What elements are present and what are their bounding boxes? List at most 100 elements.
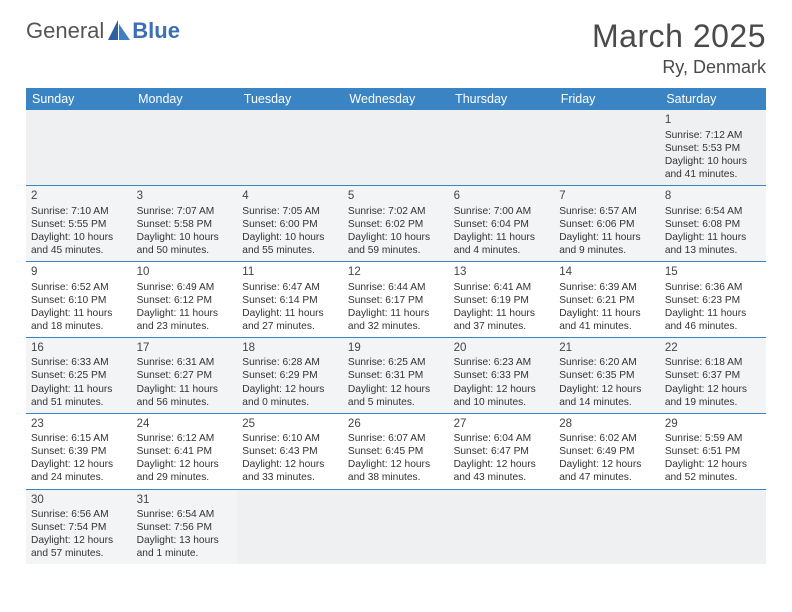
day-number: 25	[242, 417, 338, 432]
day-number: 29	[665, 417, 761, 432]
daylight-text: Daylight: 11 hours and 46 minutes.	[665, 307, 761, 333]
day-header: Wednesday	[343, 88, 449, 110]
calendar-day: 3Sunrise: 7:07 AMSunset: 5:58 PMDaylight…	[132, 185, 238, 261]
calendar-day: 20Sunrise: 6:23 AMSunset: 6:33 PMDayligh…	[449, 337, 555, 413]
location-label: Ry, Denmark	[592, 57, 766, 78]
calendar-week: 2Sunrise: 7:10 AMSunset: 5:55 PMDaylight…	[26, 185, 766, 261]
sunrise-text: Sunrise: 6:02 AM	[559, 432, 655, 445]
sunset-text: Sunset: 6:43 PM	[242, 445, 338, 458]
daylight-text: Daylight: 11 hours and 18 minutes.	[31, 307, 127, 333]
sunrise-text: Sunrise: 6:28 AM	[242, 356, 338, 369]
sunrise-text: Sunrise: 6:31 AM	[137, 356, 233, 369]
sunrise-text: Sunrise: 5:59 AM	[665, 432, 761, 445]
sunrise-text: Sunrise: 6:10 AM	[242, 432, 338, 445]
calendar-empty	[237, 489, 343, 564]
day-number: 4	[242, 189, 338, 204]
day-number: 3	[137, 189, 233, 204]
calendar-empty	[660, 489, 766, 564]
calendar-day: 17Sunrise: 6:31 AMSunset: 6:27 PMDayligh…	[132, 337, 238, 413]
sunset-text: Sunset: 6:10 PM	[31, 294, 127, 307]
calendar-empty	[26, 110, 132, 185]
day-number: 10	[137, 265, 233, 280]
sunset-text: Sunset: 6:41 PM	[137, 445, 233, 458]
sunrise-text: Sunrise: 6:39 AM	[559, 281, 655, 294]
calendar-day: 15Sunrise: 6:36 AMSunset: 6:23 PMDayligh…	[660, 261, 766, 337]
title-block: March 2025 Ry, Denmark	[592, 18, 766, 78]
daylight-text: Daylight: 12 hours and 0 minutes.	[242, 383, 338, 409]
sunset-text: Sunset: 6:23 PM	[665, 294, 761, 307]
day-number: 18	[242, 341, 338, 356]
sunset-text: Sunset: 6:39 PM	[31, 445, 127, 458]
calendar-day: 14Sunrise: 6:39 AMSunset: 6:21 PMDayligh…	[554, 261, 660, 337]
daylight-text: Daylight: 12 hours and 14 minutes.	[559, 383, 655, 409]
calendar-day: 26Sunrise: 6:07 AMSunset: 6:45 PMDayligh…	[343, 413, 449, 489]
day-number: 14	[559, 265, 655, 280]
day-number: 19	[348, 341, 444, 356]
calendar-day: 27Sunrise: 6:04 AMSunset: 6:47 PMDayligh…	[449, 413, 555, 489]
sunset-text: Sunset: 6:37 PM	[665, 369, 761, 382]
calendar-body: 1Sunrise: 7:12 AMSunset: 5:53 PMDaylight…	[26, 110, 766, 564]
sunrise-text: Sunrise: 6:04 AM	[454, 432, 550, 445]
calendar-day: 21Sunrise: 6:20 AMSunset: 6:35 PMDayligh…	[554, 337, 660, 413]
calendar-header: SundayMondayTuesdayWednesdayThursdayFrid…	[26, 88, 766, 110]
day-header: Saturday	[660, 88, 766, 110]
daylight-text: Daylight: 11 hours and 37 minutes.	[454, 307, 550, 333]
day-number: 15	[665, 265, 761, 280]
sunset-text: Sunset: 6:14 PM	[242, 294, 338, 307]
sunset-text: Sunset: 6:00 PM	[242, 218, 338, 231]
sunrise-text: Sunrise: 6:52 AM	[31, 281, 127, 294]
day-header: Tuesday	[237, 88, 343, 110]
day-number: 24	[137, 417, 233, 432]
sunrise-text: Sunrise: 7:10 AM	[31, 205, 127, 218]
calendar-day: 13Sunrise: 6:41 AMSunset: 6:19 PMDayligh…	[449, 261, 555, 337]
day-number: 26	[348, 417, 444, 432]
sunset-text: Sunset: 6:12 PM	[137, 294, 233, 307]
daylight-text: Daylight: 11 hours and 41 minutes.	[559, 307, 655, 333]
sunset-text: Sunset: 6:21 PM	[559, 294, 655, 307]
calendar-empty	[449, 489, 555, 564]
sunset-text: Sunset: 6:17 PM	[348, 294, 444, 307]
day-number: 13	[454, 265, 550, 280]
sunset-text: Sunset: 6:08 PM	[665, 218, 761, 231]
brand-general: General	[26, 18, 104, 44]
calendar-day: 29Sunrise: 5:59 AMSunset: 6:51 PMDayligh…	[660, 413, 766, 489]
day-header: Monday	[132, 88, 238, 110]
calendar-day: 2Sunrise: 7:10 AMSunset: 5:55 PMDaylight…	[26, 185, 132, 261]
calendar-week: 23Sunrise: 6:15 AMSunset: 6:39 PMDayligh…	[26, 413, 766, 489]
day-number: 6	[454, 189, 550, 204]
calendar-day: 5Sunrise: 7:02 AMSunset: 6:02 PMDaylight…	[343, 185, 449, 261]
sunset-text: Sunset: 5:58 PM	[137, 218, 233, 231]
sunrise-text: Sunrise: 6:44 AM	[348, 281, 444, 294]
calendar-day: 22Sunrise: 6:18 AMSunset: 6:37 PMDayligh…	[660, 337, 766, 413]
sunrise-text: Sunrise: 6:23 AM	[454, 356, 550, 369]
sunset-text: Sunset: 5:53 PM	[665, 142, 761, 155]
day-number: 2	[31, 189, 127, 204]
brand-blue: Blue	[132, 18, 180, 44]
sunrise-text: Sunrise: 6:56 AM	[31, 508, 127, 521]
calendar-day: 24Sunrise: 6:12 AMSunset: 6:41 PMDayligh…	[132, 413, 238, 489]
daylight-text: Daylight: 10 hours and 50 minutes.	[137, 231, 233, 257]
brand-logo: General Blue	[26, 18, 180, 44]
day-number: 5	[348, 189, 444, 204]
sunset-text: Sunset: 6:06 PM	[559, 218, 655, 231]
daylight-text: Daylight: 11 hours and 9 minutes.	[559, 231, 655, 257]
header-row: General Blue March 2025 Ry, Denmark	[26, 18, 766, 78]
calendar-day: 10Sunrise: 6:49 AMSunset: 6:12 PMDayligh…	[132, 261, 238, 337]
calendar-day: 11Sunrise: 6:47 AMSunset: 6:14 PMDayligh…	[237, 261, 343, 337]
day-number: 31	[137, 493, 233, 508]
calendar-week: 16Sunrise: 6:33 AMSunset: 6:25 PMDayligh…	[26, 337, 766, 413]
sunrise-text: Sunrise: 7:02 AM	[348, 205, 444, 218]
sunset-text: Sunset: 6:04 PM	[454, 218, 550, 231]
sunrise-text: Sunrise: 6:41 AM	[454, 281, 550, 294]
daylight-text: Daylight: 11 hours and 56 minutes.	[137, 383, 233, 409]
sunset-text: Sunset: 6:31 PM	[348, 369, 444, 382]
calendar-day: 9Sunrise: 6:52 AMSunset: 6:10 PMDaylight…	[26, 261, 132, 337]
daylight-text: Daylight: 13 hours and 1 minute.	[137, 534, 233, 560]
daylight-text: Daylight: 10 hours and 45 minutes.	[31, 231, 127, 257]
daylight-text: Daylight: 12 hours and 19 minutes.	[665, 383, 761, 409]
daylight-text: Daylight: 11 hours and 23 minutes.	[137, 307, 233, 333]
daylight-text: Daylight: 12 hours and 47 minutes.	[559, 458, 655, 484]
calendar-day: 28Sunrise: 6:02 AMSunset: 6:49 PMDayligh…	[554, 413, 660, 489]
sunset-text: Sunset: 6:35 PM	[559, 369, 655, 382]
calendar-empty	[343, 110, 449, 185]
